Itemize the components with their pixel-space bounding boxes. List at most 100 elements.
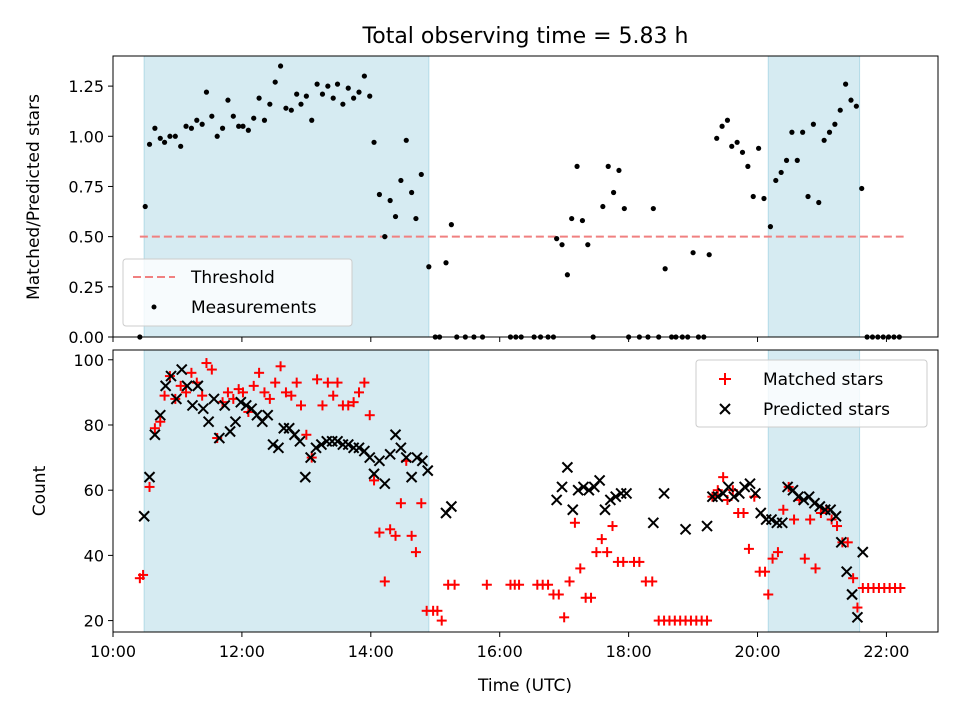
predicted-star-point — [422, 464, 434, 477]
measurement-point — [714, 135, 720, 141]
observing-window — [767, 55, 861, 338]
predicted-star-point — [830, 510, 842, 522]
matched-star-point — [259, 387, 270, 398]
measurement-point — [610, 189, 617, 196]
predicted-star-point — [219, 399, 231, 412]
measurement-point — [816, 199, 822, 206]
matched-star-point — [270, 377, 281, 388]
matched-star-point — [634, 556, 645, 567]
measurement-point — [203, 89, 210, 95]
count-panel-frame — [112, 349, 939, 633]
y-tick-label: 1.00 — [68, 127, 104, 146]
matched-star-point — [760, 566, 771, 577]
matched-star-point — [254, 367, 265, 378]
matched-star-point — [575, 563, 586, 574]
y-tick-label: 20 — [84, 612, 104, 631]
measurement-point — [739, 149, 746, 155]
matched-star-point — [286, 390, 297, 401]
measurement-point — [167, 133, 173, 139]
predicted-star-point — [604, 494, 617, 506]
predicted-star-point — [159, 380, 172, 392]
matched-star-point — [514, 579, 525, 590]
matched-star-point — [181, 387, 192, 398]
matched-star-point — [778, 504, 789, 515]
measurement-point — [413, 215, 419, 222]
measurement-point — [283, 105, 289, 111]
matched-star-point — [449, 579, 460, 590]
measurement-point — [409, 189, 415, 196]
matched-star-point — [175, 380, 186, 391]
x-axis-label: Time (UTC) — [477, 676, 572, 696]
measurement-point — [142, 203, 148, 210]
measurement-point — [245, 127, 251, 133]
matched-star-point — [553, 589, 564, 600]
predicted-star-point — [712, 490, 724, 503]
matched-star-point — [328, 390, 339, 401]
measurement-point — [805, 193, 811, 200]
matched-star-point — [596, 534, 607, 545]
predicted-star-point — [658, 487, 670, 500]
y-tick-label: 0.50 — [68, 228, 104, 247]
predicted-star-point — [722, 481, 735, 493]
measurement-point — [256, 95, 262, 101]
x-tick-label: 18:00 — [606, 642, 652, 661]
matched-star-point — [155, 416, 166, 427]
predicted-star-point — [593, 474, 606, 487]
measurement-point — [859, 185, 865, 192]
y-tick-label: 1.25 — [68, 77, 104, 96]
predicted-star-point — [776, 517, 788, 529]
matched-star-point — [222, 387, 233, 398]
matched-star-point — [275, 361, 286, 372]
predicted-star-point — [550, 494, 563, 506]
measurement-point — [303, 93, 309, 99]
count-legend: Matched stars Predicted stars — [695, 359, 928, 428]
measurement-point — [724, 117, 731, 123]
measurement-point — [843, 81, 849, 87]
predicted-star-point — [583, 484, 595, 496]
measurement-point — [810, 121, 816, 127]
measurement-point — [448, 222, 454, 228]
measurement-point — [426, 264, 432, 270]
matched-star-point — [237, 387, 248, 398]
predicted-star-point — [610, 490, 622, 503]
matched-star-point — [301, 429, 312, 440]
matched-star-point — [374, 527, 385, 538]
predicted-star-point — [679, 523, 692, 536]
predicted-star-point — [846, 588, 858, 601]
measurement-point — [585, 242, 591, 248]
predicted-star-point — [143, 471, 156, 483]
predicted-star-point — [808, 497, 821, 509]
predicted-star-point — [331, 435, 344, 447]
predicted-star-point — [240, 399, 252, 412]
matched-star-point — [607, 521, 618, 532]
measurement-point — [403, 137, 409, 143]
measurement-point — [298, 101, 304, 107]
predicted-star-point — [744, 477, 756, 490]
measurement-point — [773, 177, 779, 184]
matched-star-point — [390, 530, 401, 541]
measurement-point — [690, 250, 696, 256]
measurement-point — [325, 83, 331, 89]
matched-star-point — [702, 615, 713, 626]
measurement-point — [240, 123, 246, 129]
matched-star-point — [416, 498, 427, 509]
predicted-star-point — [181, 380, 193, 392]
measurement-point — [734, 139, 740, 145]
matched-star-point — [317, 400, 328, 411]
matched-star-point — [602, 547, 613, 558]
measurement-point — [209, 113, 215, 119]
matched-star-point — [385, 524, 396, 535]
predicted-star-point — [567, 504, 579, 516]
matched-star-point — [359, 377, 370, 388]
measurement-point — [600, 203, 606, 210]
measurement-point — [750, 193, 756, 200]
matched-star-point — [410, 547, 421, 558]
measurement-point — [564, 272, 570, 278]
predicted-star-point — [405, 471, 418, 483]
measurement-point — [194, 117, 200, 123]
measurement-point — [214, 133, 220, 139]
matched-star-point — [767, 553, 778, 564]
matched-star-point — [144, 481, 155, 492]
x-tick-label: 12:00 — [219, 642, 265, 661]
